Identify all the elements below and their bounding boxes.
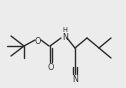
Text: H: H	[63, 27, 67, 34]
Text: O: O	[48, 64, 54, 73]
Text: O: O	[35, 37, 41, 45]
Text: N: N	[72, 76, 78, 84]
Text: N: N	[62, 34, 68, 43]
